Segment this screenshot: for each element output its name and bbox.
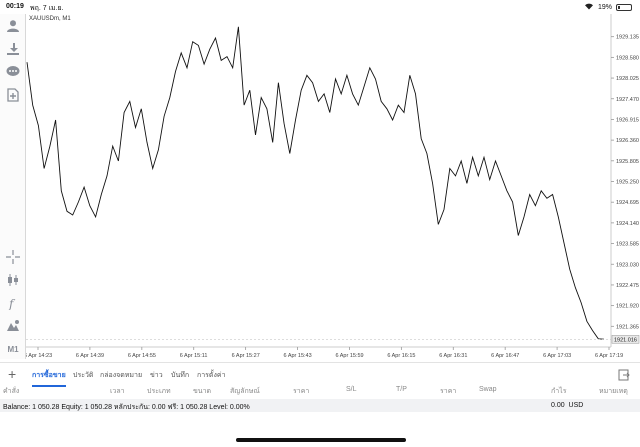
col-time: เวลา bbox=[110, 388, 125, 395]
status-right: 19% bbox=[584, 2, 632, 12]
x-tick-label: 6 Apr 15:43 bbox=[284, 353, 312, 359]
col-symbol: สัญลักษณ์ bbox=[230, 388, 260, 395]
price-chart[interactable]: 1929.135 1928.580 1928.025 1927.470 1926.915… bbox=[26, 14, 640, 359]
symbol-label: XAUUSDm, M1 bbox=[29, 16, 71, 22]
y-tick-label: 1927.470 bbox=[616, 97, 639, 103]
x-tick-label: 6 Apr 15:59 bbox=[335, 353, 363, 359]
battery-icon bbox=[616, 3, 632, 11]
y-tick-label: 1924.140 bbox=[616, 221, 639, 227]
chat-icon[interactable] bbox=[5, 64, 21, 80]
tab-trade[interactable]: การซื้อขาย bbox=[32, 372, 66, 387]
battery-percent: 19% bbox=[597, 3, 612, 11]
col-price: ราคา bbox=[293, 388, 310, 395]
y-tick-label: 1924.695 bbox=[616, 200, 639, 206]
tab-settings[interactable]: การตั้งค่า bbox=[197, 372, 226, 379]
objects-icon[interactable] bbox=[5, 318, 21, 334]
function-icon[interactable]: f bbox=[5, 295, 21, 311]
crosshair-icon[interactable] bbox=[5, 249, 21, 265]
col-swap: Swap bbox=[479, 386, 497, 393]
y-tick-label: 1923.585 bbox=[616, 242, 639, 248]
y-tick-label: 1923.030 bbox=[616, 262, 639, 268]
y-tick-label: 1926.360 bbox=[616, 138, 639, 144]
x-tick-label: 6 Apr 17:03 bbox=[543, 353, 571, 359]
y-tick-label: 1922.475 bbox=[616, 283, 639, 289]
x-tick-label: 6 Apr 16:15 bbox=[387, 353, 415, 359]
x-tick-label: 6 Apr 17:19 bbox=[595, 353, 623, 359]
bottom-tab-bar: + การซื้อขาย ประวัติ กล่องจดหมาย ข่าว บั… bbox=[0, 362, 640, 387]
col-type: ประเภท bbox=[147, 388, 171, 395]
total-profit: 0.00 USD bbox=[551, 402, 583, 409]
price-series-line bbox=[26, 26, 605, 340]
left-toolbar: f M1 bbox=[0, 14, 26, 359]
svg-text:f: f bbox=[8, 297, 16, 310]
tab-mailbox[interactable]: กล่องจดหมาย bbox=[100, 372, 143, 379]
balance-summary: Balance: 1 050.28 Equity: 1 050.28 หลักป… bbox=[3, 404, 250, 411]
tab-journal[interactable]: บันทึก bbox=[171, 372, 190, 379]
timeframe-button[interactable]: M1 bbox=[7, 344, 19, 354]
add-document-icon[interactable] bbox=[5, 87, 21, 103]
col-profit: กำไร bbox=[551, 388, 567, 395]
home-indicator[interactable] bbox=[236, 438, 406, 442]
col-sl: S/L bbox=[346, 386, 357, 393]
status-time: 00:19 bbox=[6, 3, 24, 10]
col-current-price: ราคา bbox=[440, 388, 457, 395]
balance-row: Balance: 1 050.28 Equity: 1 050.28 หลักป… bbox=[0, 399, 640, 412]
y-tick-label: 1926.915 bbox=[616, 117, 639, 123]
tab-history[interactable]: ประวัติ bbox=[73, 372, 94, 379]
x-tick-label: 6 Apr 14:23 bbox=[26, 353, 52, 359]
x-tick-label: 6 Apr 15:27 bbox=[232, 353, 260, 359]
account-icon[interactable] bbox=[5, 18, 21, 34]
y-tick-label: 1929.135 bbox=[616, 35, 639, 41]
candlestick-icon[interactable] bbox=[5, 272, 21, 288]
x-tick-label: 6 Apr 16:47 bbox=[491, 353, 519, 359]
export-icon[interactable] bbox=[618, 368, 630, 386]
y-tick-label: 1925.805 bbox=[616, 159, 639, 165]
x-tick-label: 6 Apr 15:11 bbox=[180, 353, 208, 359]
x-tick-label: 6 Apr 14:55 bbox=[128, 353, 156, 359]
wifi-icon bbox=[584, 2, 594, 12]
y-tick-label: 1921.365 bbox=[616, 324, 639, 330]
status-bar: 00:19 พฤ. 7 เม.ย. 19% bbox=[0, 0, 640, 14]
trade-icon[interactable] bbox=[5, 41, 21, 57]
current-price-label: 1921.016 bbox=[614, 337, 637, 343]
x-tick-label: 6 Apr 14:39 bbox=[76, 353, 104, 359]
y-tick-label: 1921.920 bbox=[616, 304, 639, 310]
col-comment: หมายเหตุ bbox=[599, 388, 628, 395]
add-icon[interactable]: + bbox=[8, 366, 17, 382]
y-tick-label: 1928.025 bbox=[616, 76, 639, 82]
status-date: พฤ. 7 เม.ย. bbox=[30, 5, 64, 12]
current-price-tag bbox=[611, 335, 640, 344]
trade-table-header: คำสั่ง เวลา ประเภท ขนาด สัญลักษณ์ ราคา S… bbox=[0, 384, 640, 398]
y-tick-label: 1925.250 bbox=[616, 180, 639, 186]
battery-fill bbox=[618, 5, 621, 9]
chart-canvas[interactable]: 1929.135 1928.580 1928.025 1927.470 1926.915… bbox=[26, 14, 640, 359]
y-tick-label: 1928.580 bbox=[616, 55, 639, 61]
profit-value: 0.00 bbox=[551, 402, 565, 409]
col-order: คำสั่ง bbox=[3, 388, 20, 395]
tab-news[interactable]: ข่าว bbox=[150, 372, 163, 379]
col-tp: T/P bbox=[396, 386, 407, 393]
col-volume: ขนาด bbox=[193, 388, 212, 395]
profit-currency: USD bbox=[568, 402, 584, 409]
x-tick-label: 6 Apr 16:31 bbox=[439, 353, 467, 359]
